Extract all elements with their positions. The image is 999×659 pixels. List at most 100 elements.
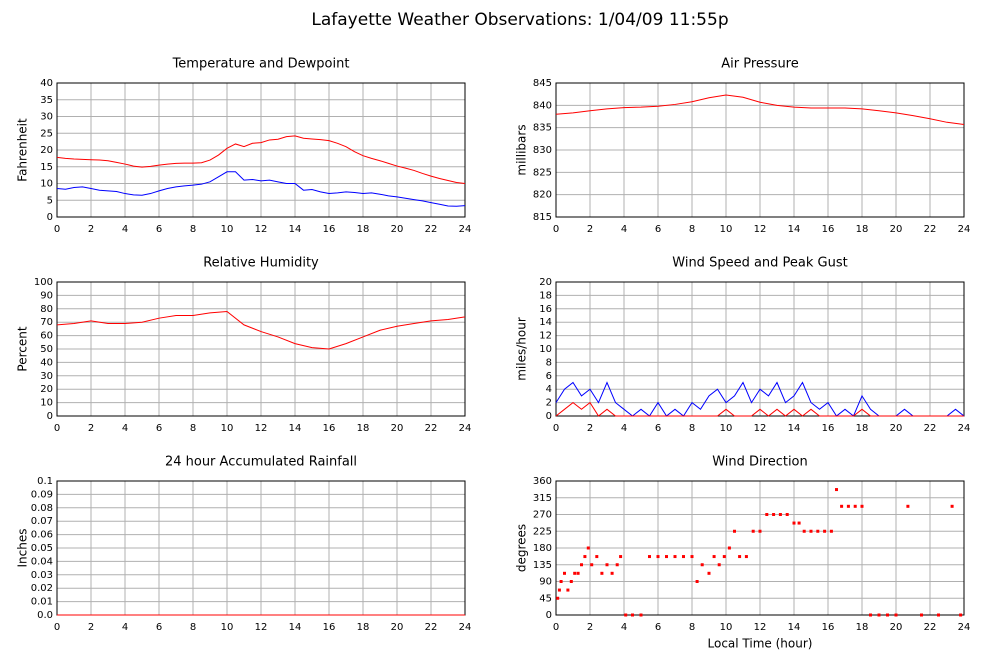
y-tick-label: 20 xyxy=(40,384,53,395)
x-tick-label: 10 xyxy=(221,622,234,633)
x-tick-label: 0 xyxy=(553,622,559,633)
data-point xyxy=(920,613,923,617)
y-tick-label: 45 xyxy=(539,593,552,604)
plot-frame xyxy=(555,281,965,417)
x-tick-label: 18 xyxy=(357,622,370,633)
x-tick-label: 14 xyxy=(788,423,801,434)
x-tick-label: 0 xyxy=(54,423,60,434)
x-tick-label: 8 xyxy=(190,224,196,235)
data-point xyxy=(563,571,566,575)
data-point xyxy=(809,529,813,533)
x-tick-label: 14 xyxy=(289,622,302,633)
data-point xyxy=(639,613,643,617)
x-tick-label: 6 xyxy=(655,224,661,235)
y-axis-label: miles/hour xyxy=(515,317,529,381)
x-tick-label: 22 xyxy=(924,423,937,434)
data-point xyxy=(894,613,898,617)
data-point xyxy=(758,529,762,533)
data-point xyxy=(580,563,583,567)
y-tick-label: 835 xyxy=(533,123,552,134)
x-axis-label: Local Time (hour) xyxy=(708,637,813,651)
x-tick-label: 18 xyxy=(856,622,869,633)
y-tick-label: 0.05 xyxy=(31,543,53,554)
y-tick-label: 840 xyxy=(533,100,552,111)
x-tick-label: 2 xyxy=(587,622,593,633)
data-point xyxy=(950,504,954,508)
y-tick-label: 0.0 xyxy=(37,610,53,621)
y-tick-label: 0 xyxy=(47,411,53,422)
x-tick-label: 22 xyxy=(425,224,438,235)
y-tick-label: 30 xyxy=(40,112,53,123)
data-point xyxy=(778,513,782,516)
x-tick-label: 4 xyxy=(122,423,128,434)
y-axis-label: Inches xyxy=(16,529,30,568)
y-axis-label: degrees xyxy=(515,524,529,572)
data-point xyxy=(605,563,609,567)
x-tick-label: 0 xyxy=(54,622,60,633)
x-tick-label: 16 xyxy=(323,224,336,235)
x-tick-label: 16 xyxy=(323,423,336,434)
data-line xyxy=(555,401,964,417)
x-tick-label: 12 xyxy=(754,622,767,633)
data-point xyxy=(590,563,594,567)
x-tick-label: 10 xyxy=(720,622,733,633)
x-tick-label: 2 xyxy=(587,423,593,434)
x-tick-label: 0 xyxy=(54,224,60,235)
data-point xyxy=(906,504,910,508)
x-tick-label: 16 xyxy=(822,622,835,633)
x-tick-label: 6 xyxy=(156,622,162,633)
y-tick-label: 30 xyxy=(40,371,53,382)
data-point xyxy=(631,613,634,617)
y-tick-label: 0.09 xyxy=(31,489,53,500)
data-point xyxy=(877,613,881,617)
x-tick-label: 18 xyxy=(856,224,869,235)
x-tick-label: 14 xyxy=(788,224,801,235)
y-tick-label: 2 xyxy=(546,398,552,409)
x-tick-label: 0 xyxy=(553,423,559,434)
x-tick-label: 4 xyxy=(122,622,128,633)
data-point xyxy=(846,504,850,508)
x-tick-label: 10 xyxy=(720,224,733,235)
x-tick-label: 20 xyxy=(391,224,404,235)
y-tick-label: 35 xyxy=(40,95,53,106)
data-point xyxy=(624,613,628,617)
data-line xyxy=(555,94,965,126)
data-line xyxy=(56,171,466,207)
y-tick-label: 18 xyxy=(539,290,552,301)
data-point xyxy=(569,580,573,583)
data-point xyxy=(772,513,776,516)
x-tick-label: 8 xyxy=(689,622,695,633)
x-tick-label: 22 xyxy=(425,622,438,633)
data-point xyxy=(959,613,963,617)
data-point xyxy=(937,613,940,617)
x-tick-label: 2 xyxy=(587,224,593,235)
x-tick-label: 24 xyxy=(958,423,971,434)
data-point xyxy=(860,504,864,508)
x-tick-label: 24 xyxy=(459,224,472,235)
y-tick-label: 20 xyxy=(539,277,552,288)
y-axis-label: millibars xyxy=(515,124,529,175)
y-tick-label: 5 xyxy=(47,195,53,206)
data-point xyxy=(583,555,587,559)
y-tick-label: 0.06 xyxy=(31,530,53,541)
panel-title: Relative Humidity xyxy=(203,256,319,271)
y-tick-label: 825 xyxy=(533,167,552,178)
panel-title: Wind Direction xyxy=(712,455,808,470)
x-tick-label: 24 xyxy=(958,622,971,633)
y-tick-label: 0.03 xyxy=(31,570,53,581)
data-point xyxy=(717,563,721,567)
x-tick-label: 12 xyxy=(255,224,268,235)
y-tick-label: 8 xyxy=(546,357,552,368)
y-tick-label: 815 xyxy=(533,212,552,223)
plot-frame xyxy=(555,82,965,218)
y-tick-label: 0.04 xyxy=(31,556,53,567)
y-tick-label: 70 xyxy=(40,317,53,328)
y-tick-label: 270 xyxy=(533,510,552,521)
x-tick-label: 16 xyxy=(822,423,835,434)
data-point xyxy=(727,546,731,550)
page-title: Lafayette Weather Observations: 1/04/09 … xyxy=(311,10,728,30)
data-point xyxy=(738,555,742,559)
x-tick-label: 14 xyxy=(289,423,302,434)
x-tick-label: 18 xyxy=(357,224,370,235)
